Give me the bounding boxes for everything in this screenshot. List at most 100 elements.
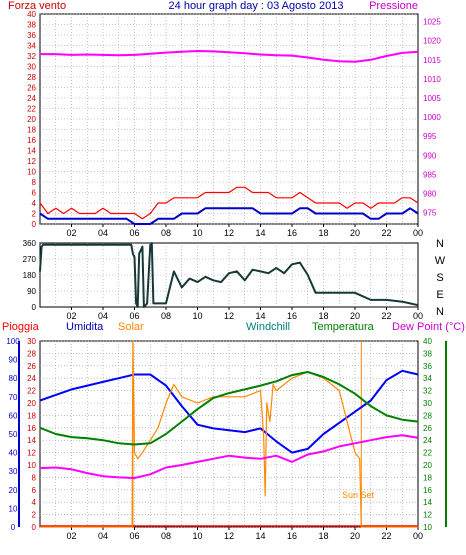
y-right-tick-label: 1025 xyxy=(423,18,441,27)
y-tick-label: 0 xyxy=(32,303,37,312)
temperature-tick-label: 40 xyxy=(423,337,432,346)
x-tick-label: 12 xyxy=(224,311,234,321)
rain-solar-tick-label: 30 xyxy=(27,337,36,346)
rain-solar-tick-label: 2 xyxy=(32,511,37,520)
humidity-legend: Umidita xyxy=(66,321,104,333)
y-tick-label: 360 xyxy=(23,239,37,248)
pressure-series xyxy=(40,50,419,63)
x-tick-label: 00 xyxy=(413,531,423,541)
y-right-tick-label: 990 xyxy=(423,151,437,160)
x-tick-label: 18 xyxy=(318,531,328,541)
wind-speed-title: Forza vento xyxy=(8,0,66,12)
y-tick-label: 180 xyxy=(23,271,37,280)
rain-solar-tick-label: 8 xyxy=(32,473,37,482)
rain-solar-tick-label: 12 xyxy=(27,449,36,458)
x-tick-label: 14 xyxy=(255,228,265,238)
direction-labels: N W S E N xyxy=(435,238,446,318)
direction-label: N xyxy=(436,238,444,250)
y-left-tick-label: 6 xyxy=(32,189,37,198)
y-left-tick-label: 26 xyxy=(27,84,36,93)
y-right-tick-label: 1020 xyxy=(423,37,441,46)
humidity-tick-label: 90 xyxy=(9,356,18,365)
y-right-tick-label: 1015 xyxy=(423,56,441,65)
x-tick-label: 22 xyxy=(381,311,391,321)
temperature-tick-label: 26 xyxy=(423,424,432,433)
x-tick-label: 00 xyxy=(413,228,423,238)
y-left-tick-label: 16 xyxy=(27,136,36,145)
x-tick-label: 04 xyxy=(98,311,108,321)
y-right-tick-label: 1010 xyxy=(423,75,441,84)
y-left-tick-label: 2 xyxy=(32,210,37,219)
y-right-tick-label: 975 xyxy=(423,209,437,218)
x-tick-label: 10 xyxy=(192,228,202,238)
x-tick-label: 12 xyxy=(224,531,234,541)
rain-solar-tick-label: 20 xyxy=(27,399,36,408)
rain-solar-tick-label: 10 xyxy=(27,461,36,470)
y-left-tick-label: 28 xyxy=(27,73,36,82)
rain-solar-tick-label: 24 xyxy=(27,374,36,383)
temperature-tick-label: 12 xyxy=(423,511,432,520)
y-left-tick-label: 32 xyxy=(27,52,36,61)
y-left-tick-label: 8 xyxy=(32,178,37,187)
wind-avg-series xyxy=(39,207,419,225)
x-tick-label: 04 xyxy=(98,228,108,238)
y-left-tick-label: 30 xyxy=(27,63,36,72)
humidity-tick-label: 70 xyxy=(9,393,18,402)
wind-direction-series xyxy=(39,242,419,308)
x-tick-label: 04 xyxy=(98,531,108,541)
x-tick-label: 08 xyxy=(161,311,171,321)
x-tick-label: 16 xyxy=(287,228,297,238)
direction-label: E xyxy=(436,289,443,301)
x-tick-label: 18 xyxy=(318,228,328,238)
y-left-tick-label: 24 xyxy=(27,94,36,103)
solar-legend: Solar xyxy=(118,321,144,333)
x-tick-label: 22 xyxy=(381,531,391,541)
temperature-tick-label: 20 xyxy=(423,461,432,470)
temperature-tick-label: 10 xyxy=(423,523,432,532)
x-tick-label: 16 xyxy=(287,531,297,541)
dewpoint-series xyxy=(39,434,419,479)
bottom-legend: Pioggia Umidita Solar Windchill Temperat… xyxy=(2,321,465,333)
y-right-tick-label: 1005 xyxy=(423,94,441,103)
y-left-tick-label: 12 xyxy=(27,157,36,166)
y-left-tick-label: 4 xyxy=(32,199,37,208)
rain-solar-tick-label: 0 xyxy=(32,523,37,532)
x-tick-label: 02 xyxy=(66,531,76,541)
y-tick-label: 90 xyxy=(27,287,36,296)
humidity-tick-label: 10 xyxy=(9,504,18,513)
rain-solar-tick-label: 6 xyxy=(32,486,37,495)
header-row: Forza vento 24 hour graph day : 03 Agost… xyxy=(8,0,418,12)
temperature-tick-label: 38 xyxy=(423,349,432,358)
rain-legend: Pioggia xyxy=(2,321,40,333)
rain-solar-tick-label: 22 xyxy=(27,387,36,396)
y-right-tick-label: 1000 xyxy=(423,113,441,122)
direction-label: S xyxy=(436,272,443,284)
humidity-tick-label: 80 xyxy=(9,374,18,383)
rain-solar-tick-label: 4 xyxy=(32,498,37,507)
y-left-tick-label: 20 xyxy=(27,115,36,124)
x-tick-label: 06 xyxy=(129,531,139,541)
humidity-tick-label: 100 xyxy=(6,337,20,346)
direction-label: W xyxy=(435,255,446,267)
x-tick-label: 02 xyxy=(66,311,76,321)
temperature-humidity-panel: 02 04 06 08 10 12 14 16 18 20 22 000102030405060708… xyxy=(6,337,447,541)
temperature-tick-label: 30 xyxy=(423,399,432,408)
x-tick-label: 00 xyxy=(413,311,423,321)
rain-solar-tick-label: 16 xyxy=(27,424,36,433)
x-tick-label: 18 xyxy=(318,311,328,321)
x-tick-label: 10 xyxy=(192,531,202,541)
x-tick-label: 22 xyxy=(381,228,391,238)
x-tick-label: 06 xyxy=(129,311,139,321)
temperature-legend: Temperatura xyxy=(312,321,375,333)
temperature-tick-label: 28 xyxy=(423,411,432,420)
temperature-tick-label: 32 xyxy=(423,387,432,396)
direction-label: N xyxy=(436,306,444,318)
rain-solar-tick-label: 26 xyxy=(27,362,36,371)
x-tick-label: 20 xyxy=(350,531,360,541)
x-tick-label: 14 xyxy=(255,531,265,541)
humidity-tick-label: 40 xyxy=(9,449,18,458)
y-left-tick-label: 0 xyxy=(32,220,37,229)
wind-gust-series xyxy=(39,186,419,220)
temperature-tick-label: 14 xyxy=(423,498,432,507)
